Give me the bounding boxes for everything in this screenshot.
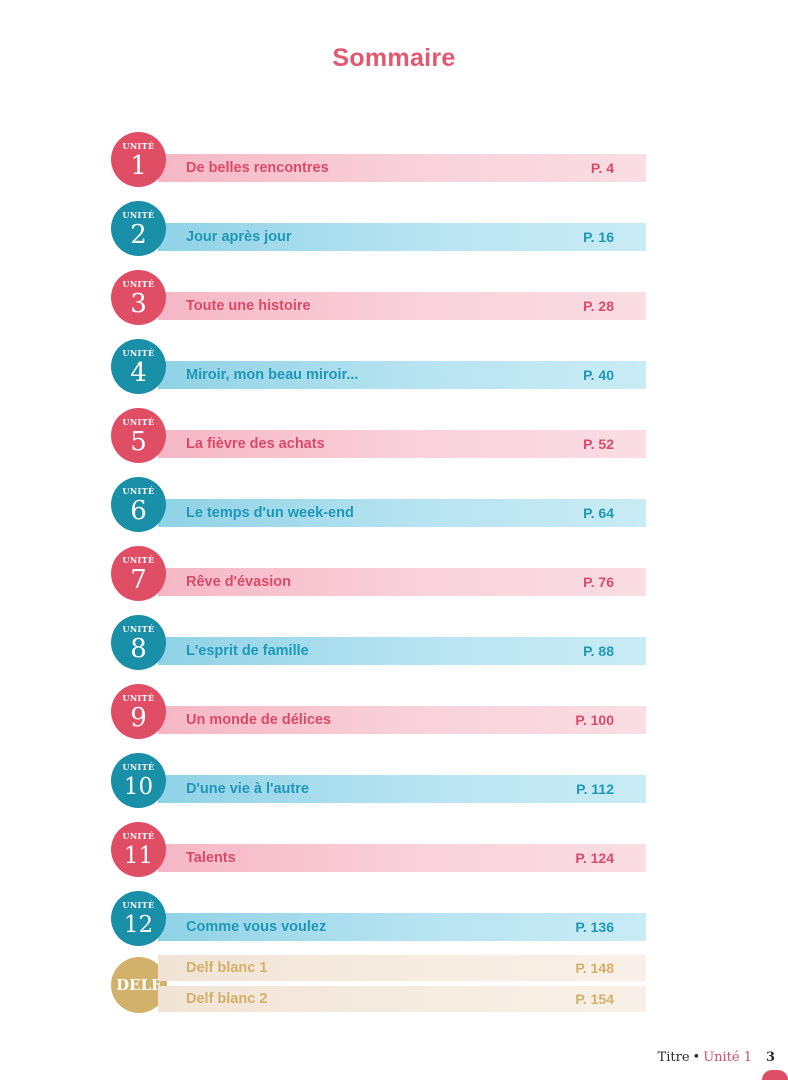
unit-badge-number: 1 (130, 151, 147, 181)
unit-badge-number: 7 (130, 565, 147, 595)
delf-entry-1[interactable]: Delf blanc 1 P. 148 (158, 955, 646, 981)
toc-entry-unit-9[interactable]: Un monde de délices P. 100 UNITÉ 9 (0, 684, 788, 748)
unit-badge: UNITÉ 12 (111, 891, 166, 946)
toc-entry-bar: Comme vous voulez P. 136 (158, 913, 646, 941)
unit-badge-label: UNITÉ (122, 831, 155, 841)
unit-badge: UNITÉ 8 (111, 615, 166, 670)
toc-entry-page: P. 52 (583, 436, 614, 452)
toc-entry-bar: Jour après jour P. 16 (158, 223, 646, 251)
toc-entry-bar: Rêve d'évasion P. 76 (158, 568, 646, 596)
unit-badge-label: UNITÉ (122, 555, 155, 565)
toc-entry-title: L'esprit de famille (186, 643, 309, 659)
toc-entry-page: P. 28 (583, 298, 614, 314)
unit-badge-label: UNITÉ (122, 624, 155, 634)
toc-entry-unit-1[interactable]: De belles rencontres P. 4 UNITÉ 1 (0, 132, 788, 196)
toc-entry-unit-7[interactable]: Rêve d'évasion P. 76 UNITÉ 7 (0, 546, 788, 610)
toc-entry-page: P. 124 (575, 850, 614, 866)
unit-badge: UNITÉ 3 (111, 270, 166, 325)
unit-badge-label: UNITÉ (122, 693, 155, 703)
unit-badge: UNITÉ 10 (111, 753, 166, 808)
unit-badge-number: 5 (130, 427, 147, 457)
unit-badge: UNITÉ 9 (111, 684, 166, 739)
unit-badge-number: 9 (130, 703, 147, 733)
delf-badge: DELF (111, 957, 167, 1013)
unit-badge: UNITÉ 6 (111, 477, 166, 532)
footer-running-head: Titre • Unité 1 (658, 1050, 752, 1065)
unit-badge-number: 3 (130, 289, 147, 319)
toc-entry-title: La fièvre des achats (186, 436, 325, 452)
toc-entry-page: P. 136 (575, 919, 614, 935)
unit-badge-label: UNITÉ (122, 486, 155, 496)
toc-entry-unit-3[interactable]: Toute une histoire P. 28 UNITÉ 3 (0, 270, 788, 334)
unit-badge-label: UNITÉ (122, 279, 155, 289)
toc-entry-bar: L'esprit de famille P. 88 (158, 637, 646, 665)
toc-entry-bar: De belles rencontres P. 4 (158, 154, 646, 182)
toc-entry-title: Un monde de délices (186, 712, 332, 728)
toc-entry-bar: D'une vie à l'autre P. 112 (158, 775, 646, 803)
toc-entry-title: D'une vie à l'autre (186, 781, 309, 797)
toc-entry-unit-11[interactable]: Talents P. 124 UNITÉ 11 (0, 822, 788, 886)
toc-entry-title: Miroir, mon beau miroir... (186, 367, 359, 383)
toc-entry-unit-12[interactable]: Comme vous voulez P. 136 UNITÉ 12 (0, 891, 788, 955)
toc-entry-title: Le temps d'un week-end (186, 505, 354, 521)
toc-entry-page: P. 4 (590, 160, 614, 176)
toc-entry-unit-8[interactable]: L'esprit de famille P. 88 UNITÉ 8 (0, 615, 788, 679)
toc-entry-unit-2[interactable]: Jour après jour P. 16 UNITÉ 2 (0, 201, 788, 265)
unit-badge: UNITÉ 4 (111, 339, 166, 394)
toc-entry-page: P. 64 (583, 505, 614, 521)
toc-entry-title: Talents (186, 850, 236, 866)
unit-badge-label: UNITÉ (122, 210, 155, 220)
unit-badge: UNITÉ 7 (111, 546, 166, 601)
unit-badge-label: UNITÉ (122, 900, 155, 910)
toc-entry-page: P. 100 (575, 712, 614, 728)
unit-badge: UNITÉ 2 (111, 201, 166, 256)
toc-entry-bar: Toute une histoire P. 28 (158, 292, 646, 320)
toc-entry-page: P. 76 (583, 574, 614, 590)
toc-entry-page: P. 112 (576, 781, 614, 797)
toc-entry-unit-6[interactable]: Le temps d'un week-end P. 64 UNITÉ 6 (0, 477, 788, 541)
delf-entry-2[interactable]: Delf blanc 2 P. 154 (158, 986, 646, 1012)
delf-entry-title: Delf blanc 2 (186, 991, 268, 1007)
footer-separator: • (692, 1050, 701, 1065)
delf-entry-page: P. 154 (575, 991, 614, 1007)
page-number: 3 (766, 1050, 776, 1065)
toc-entry-bar: Talents P. 124 (158, 844, 646, 872)
unit-badge: UNITÉ 1 (111, 132, 166, 187)
unit-badge: UNITÉ 5 (111, 408, 166, 463)
unit-badge-label: UNITÉ (122, 348, 155, 358)
unit-badge-number: 8 (130, 634, 147, 664)
toc-entry-bar: Le temps d'un week-end P. 64 (158, 499, 646, 527)
unit-badge-number: 4 (130, 358, 147, 388)
unit-badge-number: 2 (130, 220, 147, 250)
unit-badge-label: UNITÉ (122, 762, 155, 772)
unit-badge-number: 11 (123, 843, 154, 869)
toc-entry-title: Comme vous voulez (186, 919, 327, 935)
toc-entry-unit-5[interactable]: La fièvre des achats P. 52 UNITÉ 5 (0, 408, 788, 472)
page-tab-marker (762, 1070, 788, 1080)
unit-badge-number: 6 (130, 496, 147, 526)
unit-badge-label: UNITÉ (122, 417, 155, 427)
toc-entry-page: P. 16 (583, 229, 614, 245)
footer-title: Titre (657, 1050, 690, 1065)
unit-badge-number: 12 (123, 912, 154, 938)
footer-unit: Unité 1 (703, 1050, 752, 1065)
toc-entry-title: De belles rencontres (186, 160, 329, 176)
delf-entry-page: P. 148 (575, 960, 614, 976)
toc-entry-title: Toute une histoire (186, 298, 311, 314)
toc-entry-bar: Miroir, mon beau miroir... P. 40 (158, 361, 646, 389)
toc-entry-page: P. 88 (583, 643, 614, 659)
toc-entry-bar: Un monde de délices P. 100 (158, 706, 646, 734)
toc-entry-unit-4[interactable]: Miroir, mon beau miroir... P. 40 UNITÉ 4 (0, 339, 788, 403)
toc-entry-unit-10[interactable]: D'une vie à l'autre P. 112 UNITÉ 10 (0, 753, 788, 817)
toc-entry-bar: La fièvre des achats P. 52 (158, 430, 646, 458)
delf-entry-title: Delf blanc 1 (186, 960, 268, 976)
toc-entry-page: P. 40 (583, 367, 614, 383)
unit-badge: UNITÉ 11 (111, 822, 166, 877)
unit-badge-label: UNITÉ (122, 141, 155, 151)
page-title: Sommaire (332, 44, 456, 72)
toc-entry-title: Rêve d'évasion (186, 574, 291, 590)
unit-badge-number: 10 (123, 774, 154, 800)
toc-entry-title: Jour après jour (186, 229, 292, 245)
